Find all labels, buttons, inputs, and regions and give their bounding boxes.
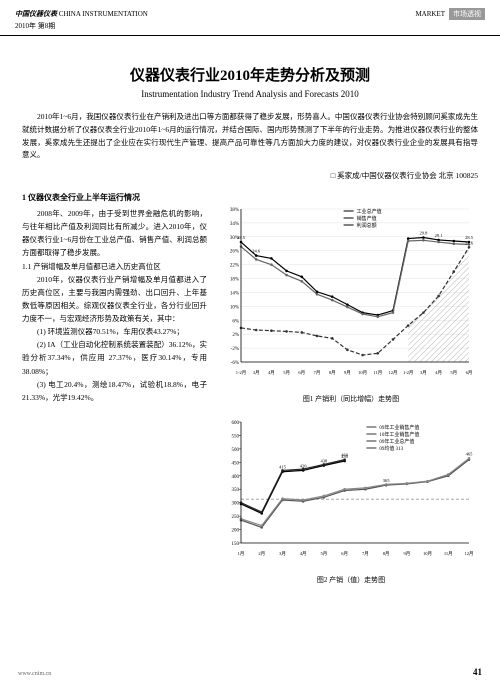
svg-text:4月: 4月 [268,370,275,376]
section-en: MARKET [415,10,445,18]
svg-text:12月: 12月 [465,551,474,557]
svg-text:24.6: 24.6 [252,249,261,254]
svg-text:9月: 9月 [403,551,410,557]
svg-text:3月: 3月 [279,551,286,557]
main-content: 1 仪器仪表全行业上半年运行情况 2008年、2009年，由于受到世界金融危机的… [0,191,500,585]
svg-text:6月: 6月 [466,370,473,376]
svg-text:09年工业总产值: 09年工业总产值 [379,438,414,445]
paragraph: 2010年，仪器仪表行业产销增幅及单月值都进入了历史高位区，主要与我国内需强劲、… [22,273,207,326]
svg-text:09均值 313: 09均值 313 [379,445,403,452]
svg-text:11月: 11月 [444,551,453,557]
svg-text:250: 250 [232,515,240,520]
svg-text:10月: 10月 [423,551,432,557]
section-cn: 市场透视 [449,8,485,20]
svg-text:438: 438 [321,459,329,464]
svg-text:9月: 9月 [344,370,351,376]
svg-text:420: 420 [300,463,308,468]
svg-text:3月: 3月 [253,370,260,376]
svg-text:550: 550 [232,434,240,439]
svg-text:10%: 10% [230,305,239,310]
svg-text:-2%: -2% [231,347,239,352]
svg-text:400: 400 [232,475,240,480]
svg-text:415: 415 [279,465,287,470]
svg-text:150: 150 [232,542,240,547]
issue-label: 2010年 第8期 [15,21,148,31]
header-left: 中国仪器仪表 CHINA INSTRUMENTATION 2010年 第8期 [15,9,148,31]
abstract: 2010年1~6月，我国仪器仪表行业在产销利及进出口等方面都获得了稳步发展，形势… [0,99,500,168]
publication-title: 中国仪器仪表 CHINA INSTRUMENTATION [15,9,148,19]
svg-text:22%: 22% [230,264,239,269]
chart-1: -6%-2%2%6%10%14%18%22%26%30%34%38%1-2月3月… [217,191,477,386]
paragraph: 2008年、2009年，由于受到世界金融危机的影响，与往年相比产值及利润同比有所… [22,207,207,260]
svg-text:利润总额: 利润总额 [357,222,377,229]
svg-text:3月: 3月 [420,370,427,376]
svg-text:8月: 8月 [329,370,336,376]
svg-text:600: 600 [232,421,240,426]
svg-text:1-2月: 1-2月 [403,370,414,376]
svg-text:7月: 7月 [362,551,369,557]
svg-text:51.6: 51.6 [465,240,474,245]
charts-column: -6%-2%2%6%10%14%18%22%26%30%34%38%1-2月3月… [217,191,485,585]
chart-1-caption: 图1 产销利（同比增幅）走势图 [217,394,485,404]
article-title-en: Instrumentation Industry Trend Analysis … [0,89,500,99]
svg-text:8月: 8月 [383,551,390,557]
svg-text:460: 460 [341,453,349,458]
page-header: 中国仪器仪表 CHINA INSTRUMENTATION 2010年 第8期 M… [0,0,500,36]
svg-text:1月: 1月 [238,551,245,557]
svg-text:6%: 6% [232,319,239,324]
chart-2: 150 200 250 300 350 400 450 500 550 600 1月 2月 3月 4月 5月… [217,412,477,567]
paragraph: (3) 电工20.4%，测绘18.47%，试验机18.8%，电子21.33%，光… [22,378,207,404]
svg-text:5月: 5月 [283,370,290,376]
svg-text:2月: 2月 [258,551,265,557]
svg-text:5月: 5月 [321,551,328,557]
page-number: 41 [473,667,482,677]
heading-1: 1 仪器仪表全行业上半年运行情况 [22,191,207,205]
footer-url: www.cnim.cn [18,671,51,677]
heading-2: 1.1 产销增幅及单月值都已进入历史高位区 [22,260,207,273]
svg-text:5月: 5月 [450,370,457,376]
svg-text:销售产值: 销售产值 [357,215,377,222]
article-title-cn: 仪器仪表行业2010年走势分析及预测 [0,64,500,85]
svg-text:工业总产值: 工业总产值 [357,208,382,215]
svg-text:7月: 7月 [314,370,321,376]
paragraph: (1) 环境监测仪器70.51%，车用仪表43.27%； [22,325,207,338]
svg-text:465: 465 [466,451,474,456]
svg-text:09年工业销售产值: 09年工业销售产值 [379,424,419,431]
svg-text:10月: 10月 [358,370,367,376]
svg-text:26%: 26% [230,250,239,255]
paragraph: (2) IA（工业自动化控制系统装置装配）36.12%，实验分析37.34%，供… [22,338,207,377]
svg-text:29.8: 29.8 [419,231,428,236]
svg-text:10年工业销售产值: 10年工业销售产值 [379,431,419,438]
svg-text:1-2月: 1-2月 [236,370,247,376]
author-line: □ 奚家成/中国仪器仪表行业协会 北京 100825 [0,168,500,191]
svg-text:4月: 4月 [435,370,442,376]
chart-2-caption: 图2 产销（值）走势图 [217,575,485,585]
svg-text:6月: 6月 [341,551,348,557]
svg-text:365: 365 [383,478,391,483]
svg-text:2%: 2% [232,333,239,338]
svg-text:200: 200 [232,529,240,534]
svg-text:12月: 12月 [389,370,398,376]
svg-text:6月: 6月 [298,370,305,376]
svg-text:14%: 14% [230,291,239,296]
svg-text:34%: 34% [230,222,239,227]
svg-text:300: 300 [232,502,240,507]
text-column: 1 仪器仪表全行业上半年运行情况 2008年、2009年，由于受到世界金融危机的… [22,191,207,585]
svg-text:29.1: 29.1 [435,233,443,238]
svg-text:350: 350 [232,488,240,493]
svg-text:500: 500 [232,448,240,453]
svg-text:18%: 18% [230,278,239,283]
svg-text:4月: 4月 [300,551,307,557]
svg-text:11月: 11月 [373,370,382,376]
svg-text:38%: 38% [230,208,239,213]
svg-text:-6%: -6% [231,361,239,366]
svg-text:450: 450 [232,461,240,466]
section-tag: MARKET 市场透视 [415,8,485,20]
